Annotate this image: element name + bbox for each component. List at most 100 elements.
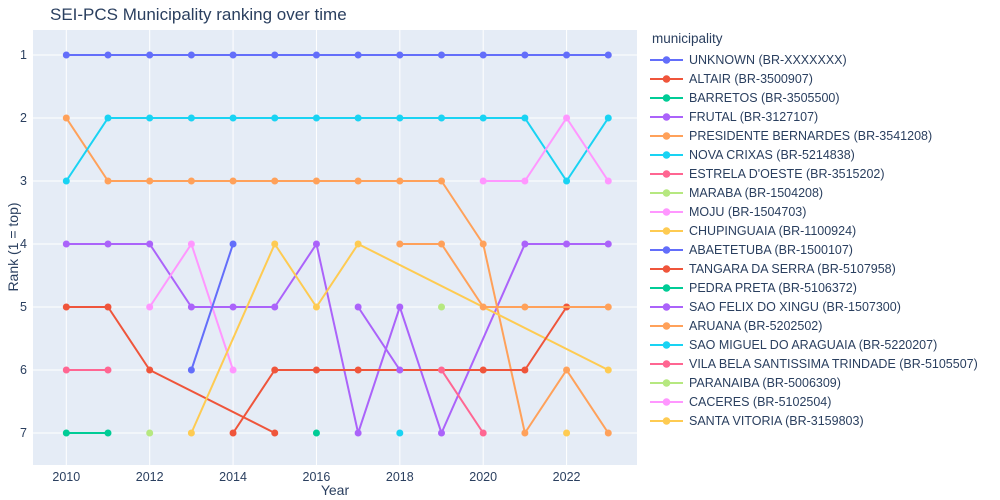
data-point: [229, 51, 237, 59]
legend-item-2[interactable]: BARRETOS (BR-3505500): [650, 88, 1000, 107]
data-point: [604, 303, 612, 311]
plot-background: [33, 30, 637, 465]
legend-line-marker-icon: [650, 112, 683, 121]
data-point: [563, 429, 571, 437]
data-point: [62, 429, 70, 437]
legend-item-label: PEDRA PRETA (BR-5106372): [689, 280, 857, 295]
data-point: [438, 240, 446, 248]
legend-line-marker-icon: [650, 93, 683, 102]
data-point: [604, 240, 612, 248]
data-point: [396, 177, 404, 185]
data-point: [438, 366, 446, 374]
legend-item-8[interactable]: MOJU (BR-1504703): [650, 202, 1000, 221]
legend-item-19[interactable]: SANTA VITORIA (BR-3159803): [650, 411, 1000, 430]
data-point: [354, 429, 362, 437]
data-point: [521, 240, 529, 248]
x-tick-label: 2012: [136, 470, 164, 484]
legend-item-10[interactable]: ABAETETUBA (BR-1500107): [650, 240, 1000, 259]
data-point: [604, 51, 612, 59]
data-point: [229, 240, 237, 248]
legend-item-13[interactable]: SAO FELIX DO XINGU (BR-1507300): [650, 297, 1000, 316]
legend-item-3[interactable]: FRUTAL (BR-3127107): [650, 107, 1000, 126]
legend-line-marker-icon: [650, 74, 683, 83]
data-point: [62, 240, 70, 248]
data-point: [396, 240, 404, 248]
data-point: [146, 303, 154, 311]
data-point: [563, 51, 571, 59]
legend-item-16[interactable]: VILA BELA SANTISSIMA TRINDADE (BR-510550…: [650, 354, 1000, 373]
legend-item-label: SANTA VITORIA (BR-3159803): [689, 413, 864, 428]
data-point: [438, 51, 446, 59]
data-point: [396, 51, 404, 59]
series-line: [65, 117, 610, 182]
legend-item-1[interactable]: ALTAIR (BR-3500907): [650, 69, 1000, 88]
x-axis-title: Year: [320, 482, 350, 498]
data-point: [521, 366, 529, 374]
legend-item-12[interactable]: PEDRA PRETA (BR-5106372): [650, 278, 1000, 297]
series-line: [65, 117, 610, 434]
legend-item-15[interactable]: SAO MIGUEL DO ARAGUAIA (BR-5220207): [650, 335, 1000, 354]
data-point: [62, 114, 70, 122]
legend-item-9[interactable]: CHUPINGUAIA (BR-1100924): [650, 221, 1000, 240]
data-point: [354, 303, 362, 311]
data-point: [146, 240, 154, 248]
legend-item-7[interactable]: MARABA (BR-1504208): [650, 183, 1000, 202]
data-point: [312, 240, 320, 248]
legend-item-label: UNKNOWN (BR-XXXXXXX): [689, 52, 847, 67]
legend-line-marker-icon: [650, 264, 683, 273]
data-point: [479, 303, 487, 311]
legend-item-18[interactable]: CACERES (BR-5102504): [650, 392, 1000, 411]
data-point: [479, 429, 487, 437]
legend-item-label: MARABA (BR-1504208): [689, 185, 824, 200]
x-tick-label: 2016: [303, 470, 331, 484]
legend-item-label: CACERES (BR-5102504): [689, 394, 832, 409]
series-line: [190, 243, 235, 371]
chart-title: SEI-PCS Municipality ranking over time: [50, 5, 347, 24]
data-point: [146, 114, 154, 122]
data-point: [479, 240, 487, 248]
legend-item-label: TANGARA DA SERRA (BR-5107958): [689, 261, 896, 276]
legend-line-marker-icon: [650, 283, 683, 292]
data-point: [521, 114, 529, 122]
data-point: [479, 366, 487, 374]
data-point: [354, 366, 362, 374]
legend-item-label: ALTAIR (BR-3500907): [689, 71, 813, 86]
data-point: [354, 51, 362, 59]
data-point: [438, 114, 446, 122]
x-tick-label: 2020: [469, 470, 497, 484]
data-point: [229, 177, 237, 185]
legend-item-6[interactable]: ESTRELA D'OESTE (BR-3515202): [650, 164, 1000, 183]
legend-item-0[interactable]: UNKNOWN (BR-XXXXXXX): [650, 50, 1000, 69]
legend-item-label: ARUANA (BR-5202502): [689, 318, 823, 333]
legend-items: UNKNOWN (BR-XXXXXXX) ALTAIR (BR-3500907) B…: [650, 50, 1000, 430]
data-point: [396, 114, 404, 122]
legend-line-marker-icon: [650, 245, 683, 254]
legend-item-17[interactable]: PARANAIBA (BR-5006309): [650, 373, 1000, 392]
legend-item-label: NOVA CRIXAS (BR-5214838): [689, 147, 855, 162]
legend-item-5[interactable]: NOVA CRIXAS (BR-5214838): [650, 145, 1000, 164]
legend-item-14[interactable]: ARUANA (BR-5202502): [650, 316, 1000, 335]
y-tick-label: 2: [20, 111, 27, 125]
y-tick-label: 7: [20, 426, 27, 440]
legend-item-label: PRESIDENTE BERNARDES (BR-3541208): [689, 128, 933, 143]
y-tick-label: 5: [20, 300, 27, 314]
y-tick-label: 6: [20, 363, 27, 377]
data-point: [62, 51, 70, 59]
data-point: [312, 177, 320, 185]
legend-item-4[interactable]: PRESIDENTE BERNARDES (BR-3541208): [650, 126, 1000, 145]
legend-item-11[interactable]: TANGARA DA SERRA (BR-5107958): [650, 259, 1000, 278]
data-point: [521, 303, 529, 311]
y-axis-title: Rank (1 = top): [5, 202, 21, 292]
data-point: [479, 114, 487, 122]
legend-line-marker-icon: [650, 131, 683, 140]
legend-line-marker-icon: [650, 340, 683, 349]
data-point: [396, 303, 404, 311]
data-point: [146, 366, 154, 374]
data-point: [187, 51, 195, 59]
series-line: [482, 117, 610, 182]
data-point: [271, 366, 279, 374]
legend-line-marker-icon: [650, 55, 683, 64]
data-point: [354, 240, 362, 248]
legend-line-marker-icon: [650, 321, 683, 330]
